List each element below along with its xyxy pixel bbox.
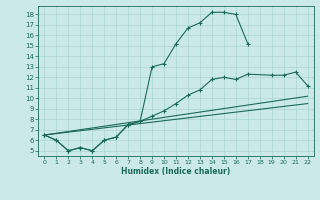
X-axis label: Humidex (Indice chaleur): Humidex (Indice chaleur) — [121, 167, 231, 176]
